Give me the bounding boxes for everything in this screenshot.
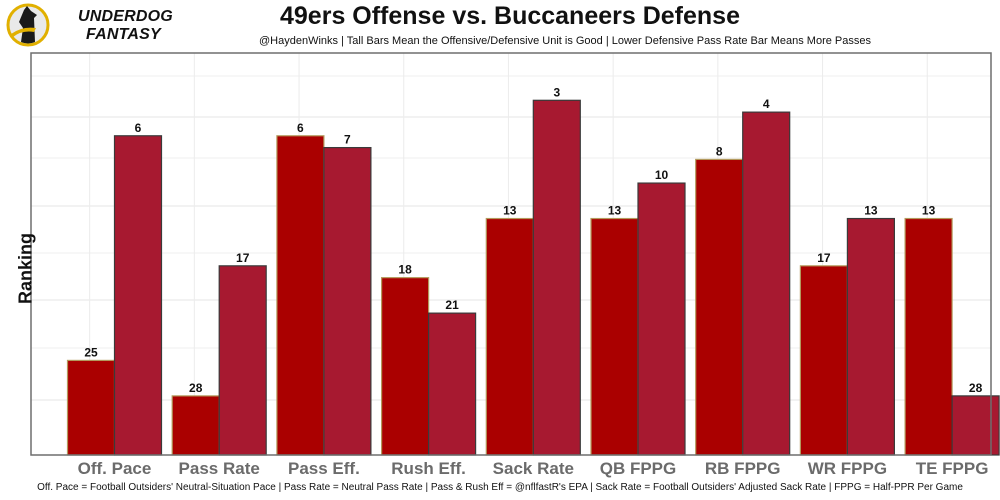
category-labels: Off. Pace Pass Rate Pass Eff. Rush Eff. Sack… — [78, 459, 989, 478]
value-label: 8 — [716, 144, 723, 158]
value-label: 13 — [864, 204, 878, 218]
value-label: 13 — [608, 204, 622, 218]
category-label: Pass Rate — [179, 459, 260, 478]
value-label: 10 — [655, 168, 669, 182]
bar-defense — [532, 99, 581, 456]
bar-offense — [590, 217, 639, 456]
category-label: Rush Eff. — [391, 459, 466, 478]
value-label: 13 — [922, 204, 936, 218]
bar-offense — [695, 158, 744, 456]
value-label: 6 — [135, 121, 142, 135]
bar-offense — [276, 135, 325, 456]
y-axis-label: Ranking — [15, 233, 36, 305]
bar-offense — [171, 395, 220, 456]
bar-defense — [742, 111, 791, 456]
bar-defense — [218, 265, 267, 456]
category-label: Pass Eff. — [288, 459, 360, 478]
bar-defense — [323, 146, 372, 456]
bar-offense — [904, 217, 953, 456]
underdog-dog-icon — [6, 3, 50, 47]
bar-offense — [66, 359, 116, 456]
value-label: 4 — [763, 97, 770, 111]
value-label: 18 — [398, 263, 412, 277]
category-label: QB FPPG — [600, 459, 677, 478]
category-label: Sack Rate — [493, 459, 574, 478]
bar-defense — [637, 182, 686, 456]
value-label: 21 — [445, 298, 459, 312]
bar-offense — [381, 277, 430, 456]
chart-title: 49ers Offense vs. Buccaneers Defense — [280, 2, 740, 30]
plot-frame — [30, 52, 992, 456]
bar-offense — [485, 217, 534, 456]
value-label: 6 — [297, 121, 304, 135]
bar-defense — [951, 395, 1000, 456]
bars — [66, 99, 1000, 456]
logo-line-2: FANTASY — [86, 26, 161, 43]
chart-subtitle: @HaydenWinks | Tall Bars Mean the Offens… — [259, 35, 871, 47]
value-label: 13 — [503, 204, 517, 218]
underdog-fantasy-logo: UNDERDOG FANTASY — [4, 2, 204, 48]
bar-offense — [799, 265, 849, 456]
logo-line-1: UNDERDOG — [78, 8, 173, 25]
bar-defense — [846, 217, 896, 456]
value-label: 25 — [84, 345, 98, 359]
value-label: 28 — [189, 381, 203, 395]
value-label: 3 — [553, 85, 560, 99]
bar-defense — [113, 135, 163, 456]
category-label: TE FPPG — [916, 459, 989, 478]
value-label: 7 — [344, 133, 351, 147]
category-label: RB FPPG — [705, 459, 781, 478]
value-label: 28 — [969, 381, 983, 395]
bar-defense — [428, 312, 477, 456]
chart-footnote: Off. Pace = Football Outsiders' Neutral-… — [37, 482, 963, 493]
value-label: 17 — [236, 251, 250, 265]
value-label: 17 — [817, 251, 831, 265]
category-label: WR FPPG — [808, 459, 887, 478]
category-label: Off. Pace — [78, 459, 152, 478]
value-labels: 25 6 28 17 6 7 18 21 13 3 13 10 8 4 17 13 13 28 — [84, 85, 982, 395]
